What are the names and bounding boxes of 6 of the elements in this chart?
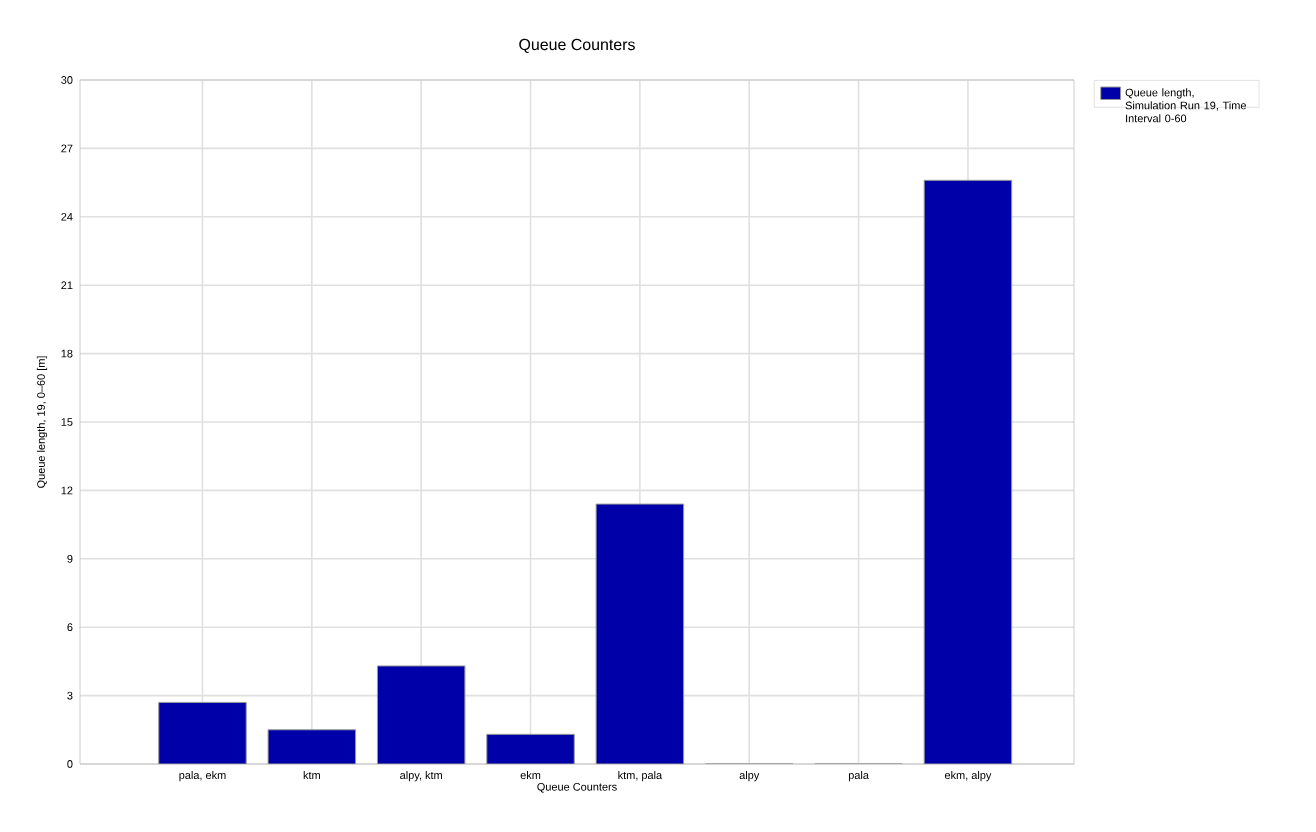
bar	[923, 179, 1013, 764]
bar	[158, 702, 247, 764]
bar	[596, 504, 684, 764]
bar	[268, 729, 356, 764]
bar	[377, 665, 465, 764]
bar	[486, 734, 575, 764]
